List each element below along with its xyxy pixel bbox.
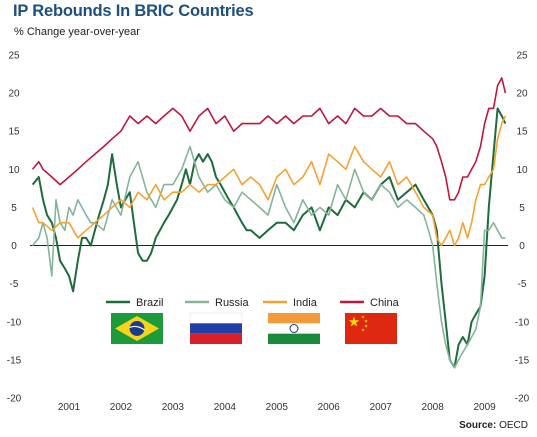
y-tick-label-right: 5: [519, 203, 525, 214]
y-tick-label-left: 5: [11, 203, 17, 214]
y-tick-label-left: 20: [8, 89, 20, 100]
legend-label-china: China: [370, 297, 400, 309]
y-tick-label-right: 0: [519, 241, 525, 252]
y-tick-label-left: -15: [7, 355, 22, 366]
source-label: Source:: [459, 420, 497, 431]
series-line-russia: [31, 145, 506, 369]
series-line-china: [31, 77, 507, 201]
y-tick-label-right: 25: [516, 51, 528, 62]
y-tick-label-left: 25: [8, 51, 20, 62]
russia-flag-icon: [189, 312, 243, 344]
y-tick-label-right: -5: [518, 279, 527, 290]
y-tick-label-right: -10: [515, 317, 530, 328]
y-tick-label-right: 15: [516, 127, 528, 138]
y-tick-label-right: 20: [516, 89, 528, 100]
brazil-flag-icon: [111, 313, 163, 344]
y-tick-label-left: 0: [11, 241, 17, 252]
chart-subtitle: % Change year-over-year: [14, 26, 140, 38]
x-tick-label: 2005: [266, 402, 289, 413]
source-value: OECD: [499, 420, 528, 431]
legend-label-brazil: Brazil: [136, 297, 164, 309]
y-tick-label-left: -5: [10, 279, 19, 290]
x-tick-label: 2001: [58, 402, 81, 413]
source-note: Source: OECD: [459, 420, 528, 431]
china-flag-icon: [345, 313, 397, 344]
legend-label-russia: Russia: [215, 297, 250, 309]
y-tick-label-right: 10: [516, 165, 528, 176]
india-flag-icon: [268, 313, 320, 344]
y-tick-label-left: 15: [8, 127, 20, 138]
y-tick-label-right: -20: [515, 394, 530, 405]
x-tick-label: 2007: [370, 402, 393, 413]
x-tick-label: 2008: [422, 402, 445, 413]
x-tick-label: 2004: [214, 402, 237, 413]
y-tick-label-left: -20: [7, 394, 22, 405]
legend-label-india: India: [293, 297, 318, 309]
series-line-india: [31, 115, 507, 247]
y-tick-label-right: -15: [515, 355, 530, 366]
x-tick-label: 2002: [110, 402, 133, 413]
y-tick-label-left: 10: [8, 165, 20, 176]
chart-title: IP Rebounds In BRIC Countries: [13, 2, 254, 20]
x-tick-label: 2006: [318, 402, 341, 413]
x-tick-label: 2003: [162, 402, 185, 413]
y-tick-label-left: -10: [7, 317, 22, 328]
x-tick-label: 2009: [473, 402, 496, 413]
